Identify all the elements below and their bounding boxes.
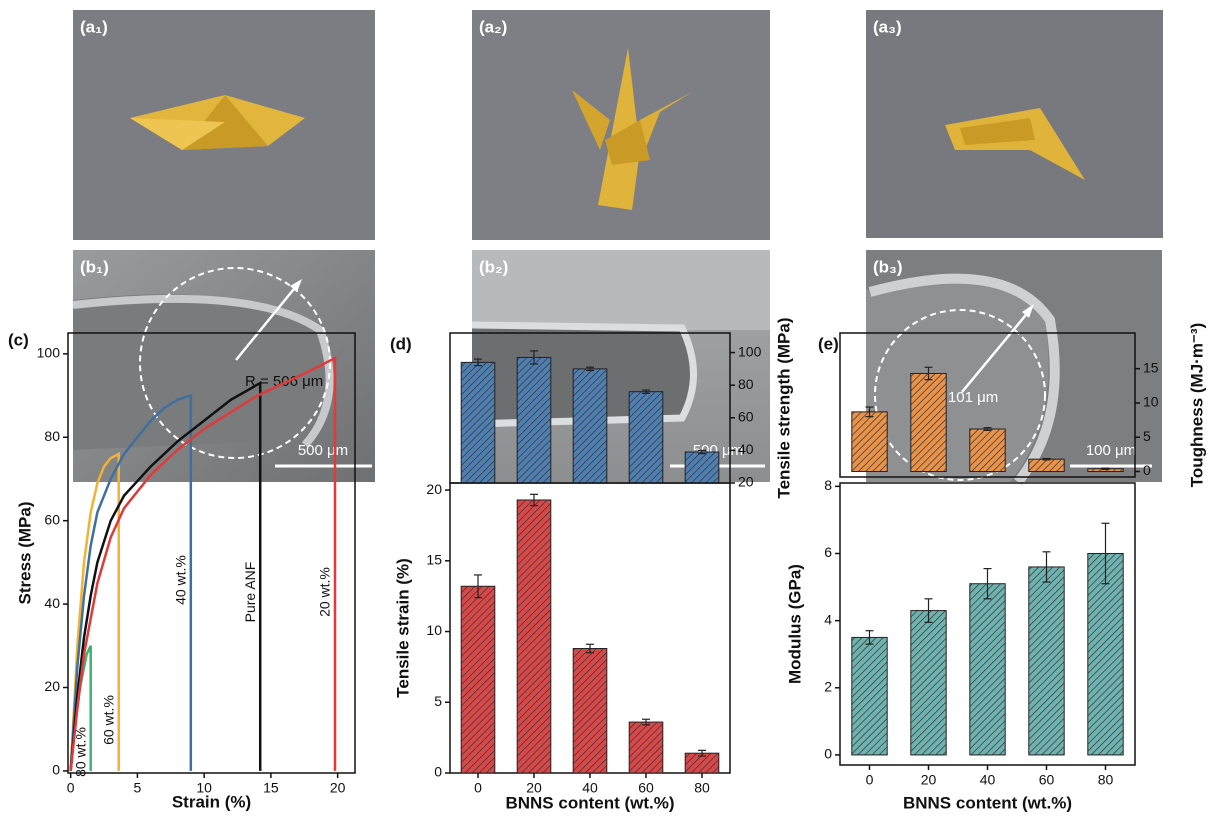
bar bbox=[517, 357, 551, 483]
y-tick-label: 2 bbox=[824, 678, 832, 694]
x-tick-label: 80 bbox=[1098, 772, 1114, 788]
y-tick-label: 4 bbox=[824, 611, 832, 627]
y-tick-label: 20 bbox=[44, 678, 60, 694]
x-tick-label: 5 bbox=[134, 780, 142, 796]
bar bbox=[629, 392, 663, 483]
bar bbox=[517, 500, 551, 773]
bar bbox=[911, 373, 946, 471]
y-axis-title: Tensile strain (%) bbox=[393, 558, 412, 698]
y-tick-label: 15 bbox=[1143, 359, 1159, 375]
y-axis-title: Toughness (MJ·m⁻³) bbox=[1187, 323, 1206, 487]
y-tick-label: 0 bbox=[434, 764, 442, 780]
y-tick-label: 20 bbox=[738, 474, 754, 490]
y-tick-label: 60 bbox=[738, 408, 754, 424]
y-tick-label: 5 bbox=[1143, 428, 1151, 444]
panel-label: (c) bbox=[8, 330, 29, 349]
figure: (a₁) (a₂) (a₃) (b₁) R = 506 μm 500 μm (b… bbox=[0, 0, 1218, 820]
y-tick-label: 0 bbox=[1143, 462, 1151, 478]
series-label: 60 wt.% bbox=[100, 695, 116, 745]
y-tick-label: 20 bbox=[426, 481, 442, 497]
bar bbox=[685, 452, 719, 483]
bar bbox=[573, 369, 607, 483]
y-tick-label: 10 bbox=[426, 622, 442, 638]
y-tick-label: 80 bbox=[44, 428, 60, 444]
bar bbox=[629, 722, 663, 773]
y-tick-label: 5 bbox=[434, 693, 442, 709]
x-tick-label: 60 bbox=[1039, 772, 1055, 788]
x-axis-title: BNNS content (wt.%) bbox=[903, 793, 1072, 812]
x-tick-label: 40 bbox=[980, 772, 996, 788]
y-tick-label: 60 bbox=[44, 511, 60, 527]
panel-label: (a₂) bbox=[479, 17, 507, 36]
panel-label: (a₁) bbox=[80, 17, 108, 36]
x-tick-label: 20 bbox=[330, 780, 346, 796]
bar bbox=[911, 611, 946, 755]
y-tick-label: 0 bbox=[824, 746, 832, 762]
y-tick-label: 15 bbox=[426, 552, 442, 568]
x-tick-label: 0 bbox=[474, 780, 482, 796]
panel-label: (a₃) bbox=[873, 17, 902, 36]
bar bbox=[461, 586, 495, 773]
photo-a1 bbox=[73, 10, 375, 240]
bar bbox=[1029, 567, 1064, 755]
y-tick-label: 6 bbox=[824, 544, 832, 560]
bar bbox=[1029, 459, 1064, 471]
bar bbox=[852, 412, 887, 472]
photo-a3 bbox=[866, 10, 1163, 238]
y-tick-label: 8 bbox=[824, 477, 832, 493]
y-tick-label: 100 bbox=[37, 345, 61, 361]
panel-label: (d) bbox=[390, 334, 412, 353]
y-tick-label: 40 bbox=[44, 595, 60, 611]
x-tick-label: 0 bbox=[866, 772, 874, 788]
x-tick-label: 0 bbox=[67, 780, 75, 796]
series-label: 40 wt.% bbox=[173, 555, 189, 605]
panel-label: (b₃) bbox=[873, 257, 903, 276]
bar bbox=[970, 584, 1005, 755]
x-tick-label: 20 bbox=[921, 772, 937, 788]
y-tick-label: 40 bbox=[738, 441, 754, 457]
x-tick-label: 15 bbox=[263, 780, 279, 796]
bar bbox=[970, 429, 1005, 472]
x-axis-title: BNNS content (wt.%) bbox=[505, 793, 674, 812]
y-axis-title: Stress (MPa) bbox=[15, 502, 34, 605]
y-axis-title: Modulus (GPa) bbox=[785, 564, 804, 684]
y-tick-label: 10 bbox=[1143, 394, 1159, 410]
bar bbox=[573, 649, 607, 773]
panel-label: (b₁) bbox=[80, 257, 109, 276]
bar bbox=[852, 637, 887, 755]
scale-bar-label: 100 μm bbox=[1086, 442, 1136, 459]
y-axis-title: Tensile strength (MPa) bbox=[774, 317, 793, 498]
y-tick-label: 100 bbox=[738, 343, 762, 359]
scale-bar-label: 500 μm bbox=[298, 442, 348, 459]
radius-annotation: R = 506 μm bbox=[245, 373, 323, 390]
panel-label: (e) bbox=[818, 334, 839, 353]
y-tick-label: 80 bbox=[738, 376, 754, 392]
bar bbox=[461, 362, 495, 483]
photo-a2 bbox=[472, 10, 770, 240]
series-label: 20 wt.% bbox=[317, 567, 333, 617]
y-tick-label: 0 bbox=[52, 762, 60, 778]
series-label: Pure ANF bbox=[242, 562, 258, 623]
x-axis-title: Strain (%) bbox=[172, 792, 251, 811]
x-tick-label: 80 bbox=[694, 780, 710, 796]
panel-label: (b₂) bbox=[479, 257, 508, 276]
